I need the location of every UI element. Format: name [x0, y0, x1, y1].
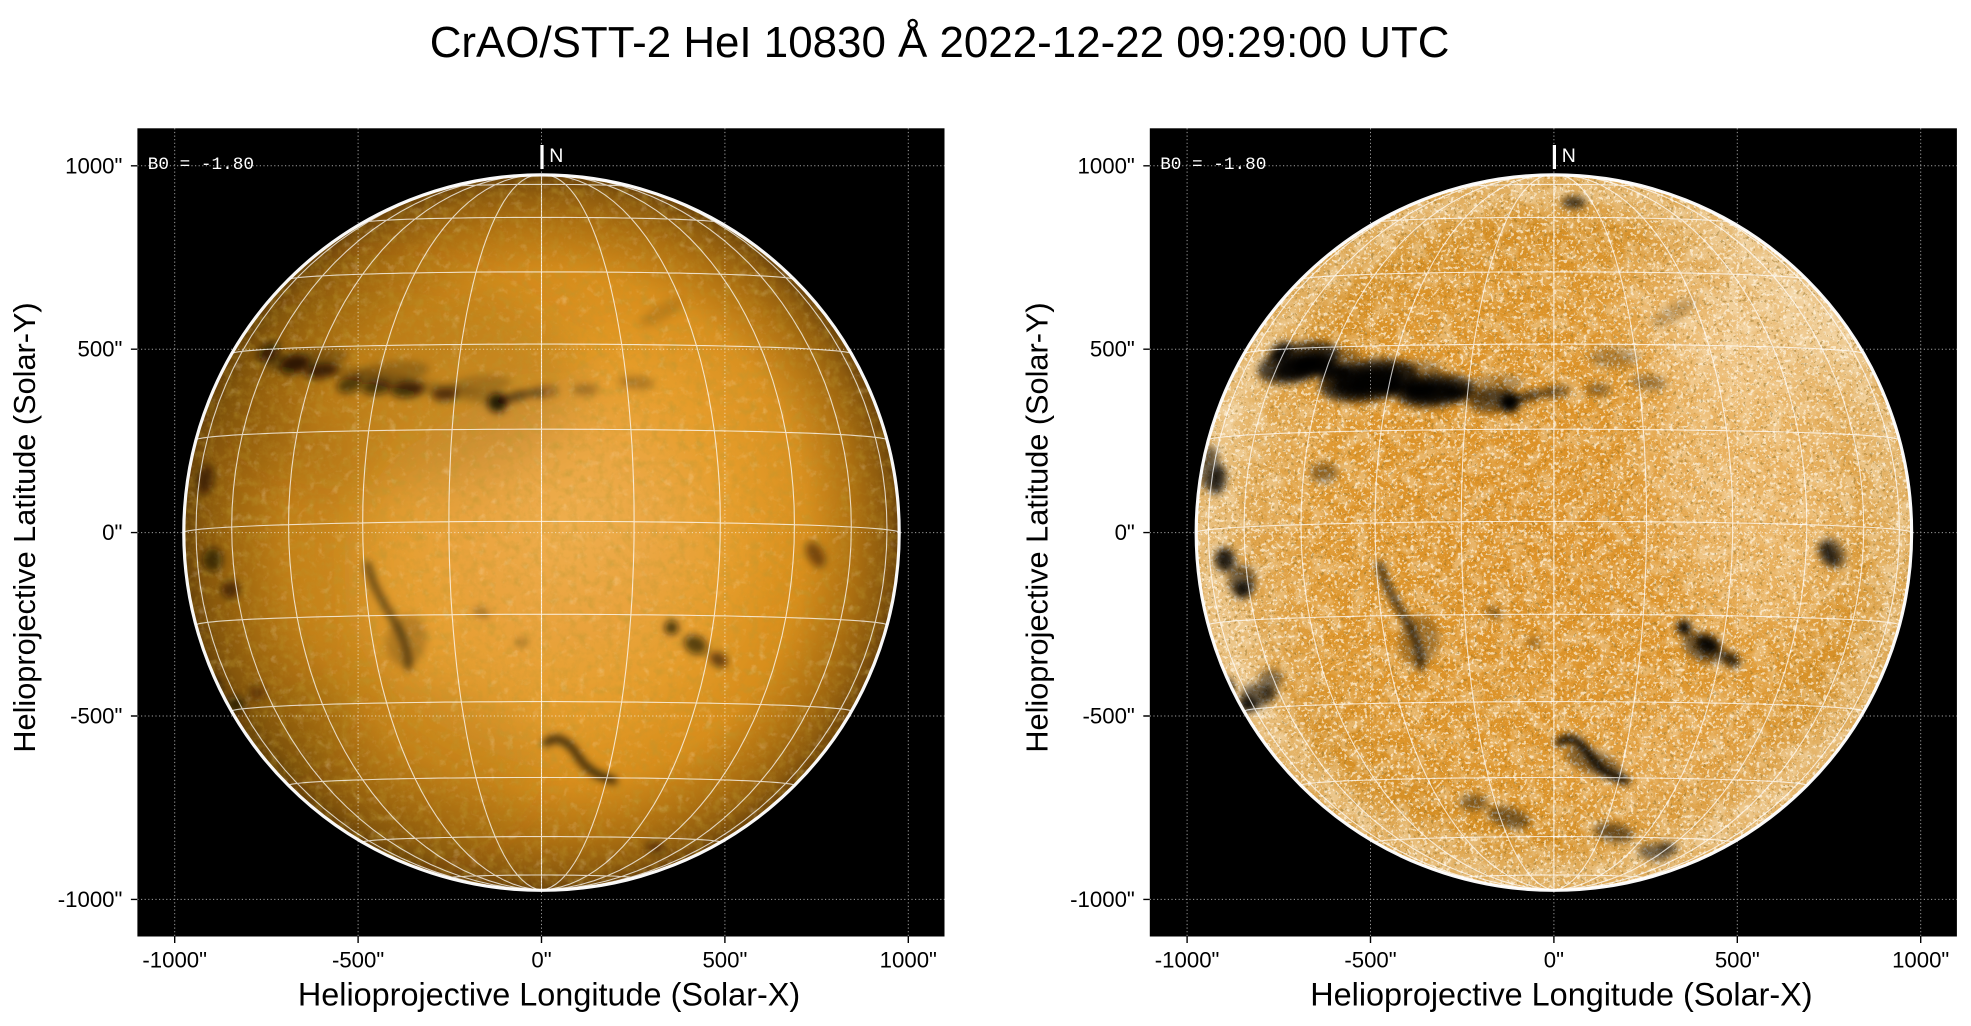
svg-text:1000": 1000": [1892, 948, 1949, 973]
svg-text:1000": 1000": [880, 948, 937, 973]
svg-text:-1000": -1000": [1070, 887, 1135, 912]
svg-text:500": 500": [1090, 337, 1135, 362]
svg-text:1000": 1000": [65, 153, 122, 178]
svg-text:0": 0": [102, 520, 122, 545]
svg-text:500": 500": [702, 948, 747, 973]
svg-text:-500": -500": [70, 704, 122, 729]
svg-text:-1000": -1000": [142, 948, 207, 973]
svg-text:B0 = -1.80: B0 = -1.80: [148, 155, 254, 175]
svg-text:-1000": -1000": [58, 887, 123, 912]
svg-text:Helioprojective Latitude (Sola: Helioprojective Latitude (Solar-Y): [1019, 302, 1054, 752]
svg-text:B0 = -1.80: B0 = -1.80: [1160, 155, 1266, 175]
svg-text:Helioprojective Longitude (Sol: Helioprojective Longitude (Solar-X): [298, 977, 800, 1013]
svg-text:N: N: [549, 145, 563, 167]
svg-text:0": 0": [531, 948, 551, 973]
svg-text:500": 500": [1715, 948, 1760, 973]
svg-text:-500": -500": [332, 948, 384, 973]
svg-text:0": 0": [1544, 948, 1564, 973]
svg-text:Helioprojective Latitude (Sola: Helioprojective Latitude (Solar-Y): [7, 302, 42, 752]
svg-text:-500": -500": [1344, 948, 1396, 973]
svg-text:0": 0": [1115, 520, 1135, 545]
svg-text:CrAO/STT-2 HeI 10830 Å 2022-12: CrAO/STT-2 HeI 10830 Å 2022-12-22 09:29:…: [430, 18, 1450, 67]
svg-text:N: N: [1562, 145, 1576, 167]
svg-text:Helioprojective Longitude (Sol: Helioprojective Longitude (Solar-X): [1310, 977, 1812, 1013]
svg-text:1000": 1000": [1078, 153, 1135, 178]
svg-text:500": 500": [77, 337, 122, 362]
svg-text:-1000": -1000": [1155, 948, 1220, 973]
svg-text:-500": -500": [1083, 704, 1135, 729]
